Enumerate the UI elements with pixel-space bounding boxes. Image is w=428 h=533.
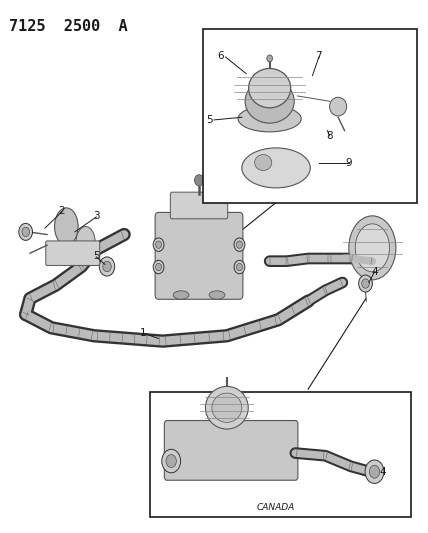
Circle shape [362,279,369,288]
FancyBboxPatch shape [164,421,298,480]
Ellipse shape [209,291,225,299]
Ellipse shape [205,386,248,429]
Circle shape [99,257,115,276]
Ellipse shape [173,291,189,299]
Circle shape [365,460,384,483]
Text: CANADA: CANADA [257,503,295,512]
Text: 8: 8 [326,131,333,141]
Circle shape [359,275,372,292]
Circle shape [237,263,242,271]
Circle shape [194,175,204,186]
Ellipse shape [249,68,291,108]
Circle shape [166,455,176,467]
Circle shape [153,260,164,274]
FancyBboxPatch shape [170,192,228,219]
Ellipse shape [349,216,396,280]
Text: 9: 9 [345,158,352,167]
Circle shape [162,449,181,473]
Ellipse shape [76,227,95,259]
Bar [203,29,417,203]
Text: 2: 2 [59,206,65,215]
Circle shape [237,241,242,248]
Text: 1: 1 [140,328,147,338]
Circle shape [103,261,111,272]
Circle shape [156,263,161,271]
Circle shape [267,55,273,62]
Text: 7: 7 [315,51,322,61]
Bar [150,392,411,517]
Text: 5: 5 [93,251,100,261]
Circle shape [22,227,30,237]
Text: 6: 6 [217,51,224,61]
Circle shape [156,241,161,248]
Ellipse shape [242,148,310,188]
Ellipse shape [55,208,78,245]
Ellipse shape [212,393,242,422]
Ellipse shape [238,106,301,132]
FancyBboxPatch shape [46,241,100,265]
Ellipse shape [355,224,389,272]
Ellipse shape [255,155,272,171]
Circle shape [19,223,33,240]
Circle shape [234,260,245,274]
Text: 4: 4 [371,267,378,277]
Text: 3: 3 [93,211,100,221]
FancyBboxPatch shape [155,212,243,300]
Circle shape [234,238,245,252]
Ellipse shape [245,79,294,123]
Circle shape [369,465,380,478]
Circle shape [153,238,164,252]
Text: 4: 4 [380,467,386,477]
Text: 7125  2500  A: 7125 2500 A [9,19,128,34]
Ellipse shape [330,97,347,116]
Text: 5: 5 [206,115,213,125]
